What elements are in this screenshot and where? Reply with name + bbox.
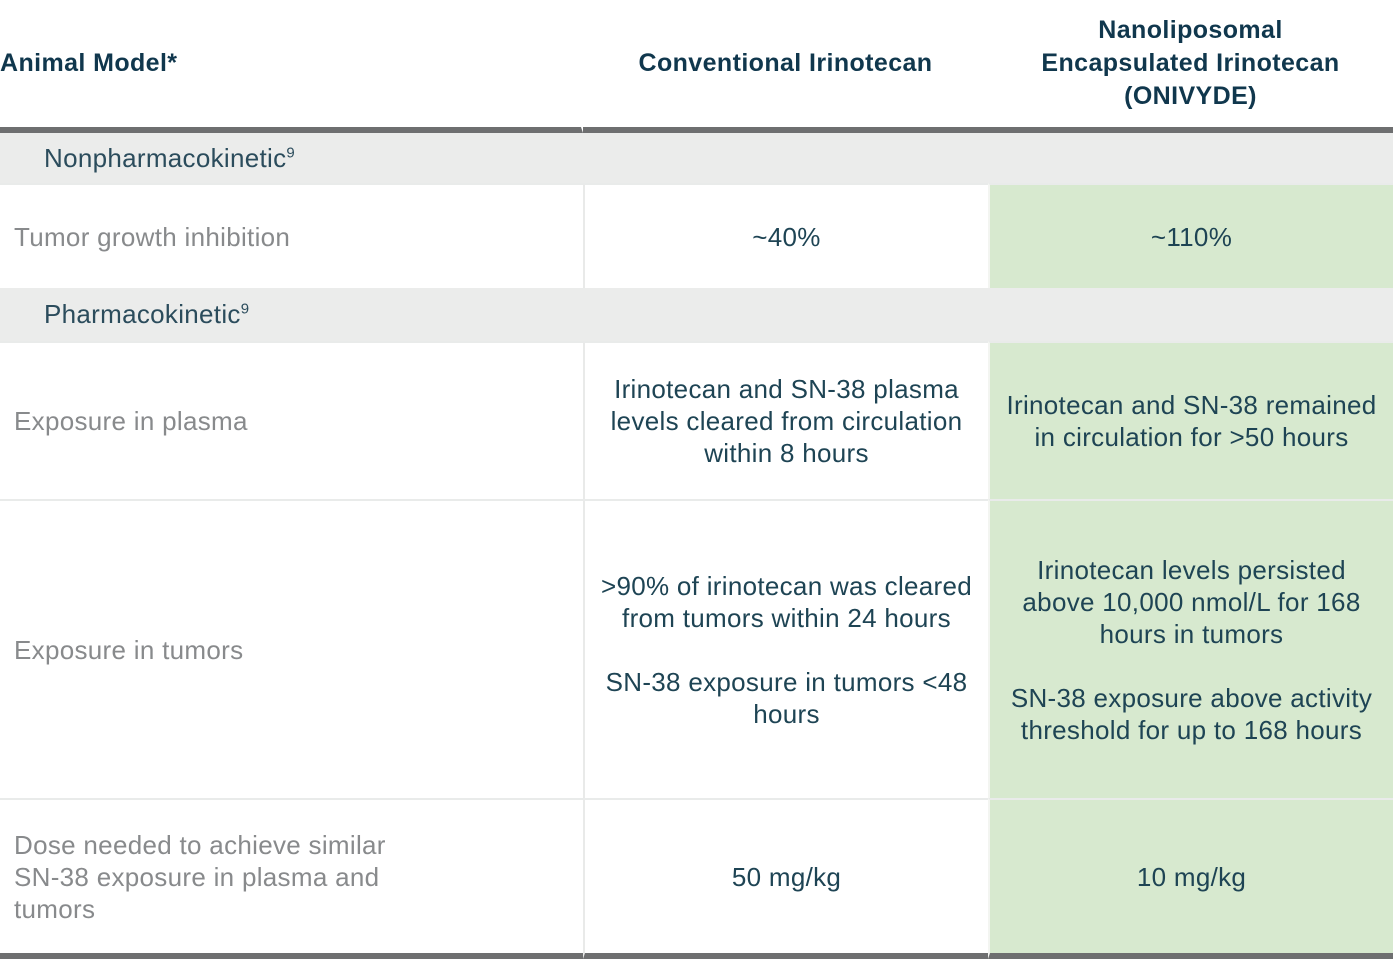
row-label-text: Tumor growth inhibition bbox=[14, 221, 291, 252]
section-text: Pharmacokinetic bbox=[44, 299, 241, 329]
cell-value-paragraph-2: SN-38 exposure in tumors <48 hours bbox=[605, 666, 968, 729]
row-dose-needed: Dose needed to achieve similar SN-38 exp… bbox=[0, 798, 1393, 959]
column-header-onivyde: Nanoliposomal Encapsulated Irinotecan (O… bbox=[988, 0, 1393, 133]
cell-tumor-growth-conventional: ~40% bbox=[583, 183, 988, 288]
section-label-pharmacokinetic: Pharmacokinetic9 bbox=[0, 288, 1393, 341]
cell-tumor-growth-onivyde: ~110% bbox=[988, 183, 1393, 288]
cell-value-paragraph-1: >90% of irinotecan was cleared from tumo… bbox=[600, 570, 973, 633]
section-row-nonpharmacokinetic: Nonpharmacokinetic9 bbox=[0, 133, 1393, 183]
onivyde-header-line-1: Nanoliposomal bbox=[1098, 16, 1283, 44]
row-label-tumor-growth-inhibition: Tumor growth inhibition bbox=[0, 183, 583, 288]
section-row-pharmacokinetic: Pharmacokinetic9 bbox=[0, 288, 1393, 341]
cell-value: 50 mg/kg bbox=[731, 861, 842, 892]
cell-value-paragraph-2: SN-38 exposure above activity threshold … bbox=[1010, 682, 1373, 745]
section-label-nonpharmacokinetic: Nonpharmacokinetic9 bbox=[0, 133, 1393, 183]
row-label-text: Exposure in tumors bbox=[14, 634, 244, 665]
cell-value: Irinotecan and SN-38 plasma levels clear… bbox=[610, 374, 963, 468]
cell-dose-conventional: 50 mg/kg bbox=[583, 798, 988, 959]
cell-value-paragraph-1: Irinotecan levels persisted above 10,000… bbox=[1022, 554, 1361, 649]
cell-tumors-conventional: >90% of irinotecan was cleared from tumo… bbox=[583, 499, 988, 798]
onivyde-header-line-3: (ONIVYDE) bbox=[1124, 82, 1257, 110]
reference-superscript: 9 bbox=[286, 143, 296, 161]
cell-value: ~110% bbox=[1150, 221, 1233, 252]
section-text: Nonpharmacokinetic bbox=[44, 142, 287, 173]
cell-plasma-conventional: Irinotecan and SN-38 plasma levels clear… bbox=[583, 341, 988, 499]
row-label-exposure-in-tumors: Exposure in tumors bbox=[0, 499, 583, 798]
row-tumor-growth-inhibition: Tumor growth inhibition ~40% ~110% bbox=[0, 183, 1393, 288]
row-exposure-in-tumors: Exposure in tumors >90% of irinotecan wa… bbox=[0, 499, 1393, 798]
column-header-conventional-irinotecan: Conventional Irinotecan bbox=[583, 0, 988, 133]
table-header-row: Animal Model* Conventional Irinotecan Na… bbox=[0, 0, 1393, 133]
row-exposure-in-plasma: Exposure in plasma Irinotecan and SN-38 … bbox=[0, 341, 1393, 499]
row-label-text: Exposure in plasma bbox=[14, 406, 248, 436]
reference-superscript: 9 bbox=[240, 300, 250, 318]
irinotecan-comparison-page: Animal Model* Conventional Irinotecan Na… bbox=[0, 16, 1393, 959]
row-label-exposure-in-plasma: Exposure in plasma bbox=[0, 341, 583, 499]
cell-value: 10 mg/kg bbox=[1136, 861, 1247, 892]
onivyde-header-line-2: Encapsulated Irinotecan bbox=[1041, 49, 1340, 77]
cell-plasma-onivyde: Irinotecan and SN-38 remained in circula… bbox=[988, 341, 1393, 499]
column-header-animal-model: Animal Model* bbox=[0, 0, 583, 133]
cell-tumors-onivyde: Irinotecan levels persisted above 10,000… bbox=[988, 499, 1393, 798]
row-label-text: Dose needed to achieve similar SN-38 exp… bbox=[14, 829, 386, 924]
cell-value: ~40% bbox=[752, 221, 821, 252]
cell-value: Irinotecan and SN-38 remained in circula… bbox=[1006, 390, 1377, 452]
